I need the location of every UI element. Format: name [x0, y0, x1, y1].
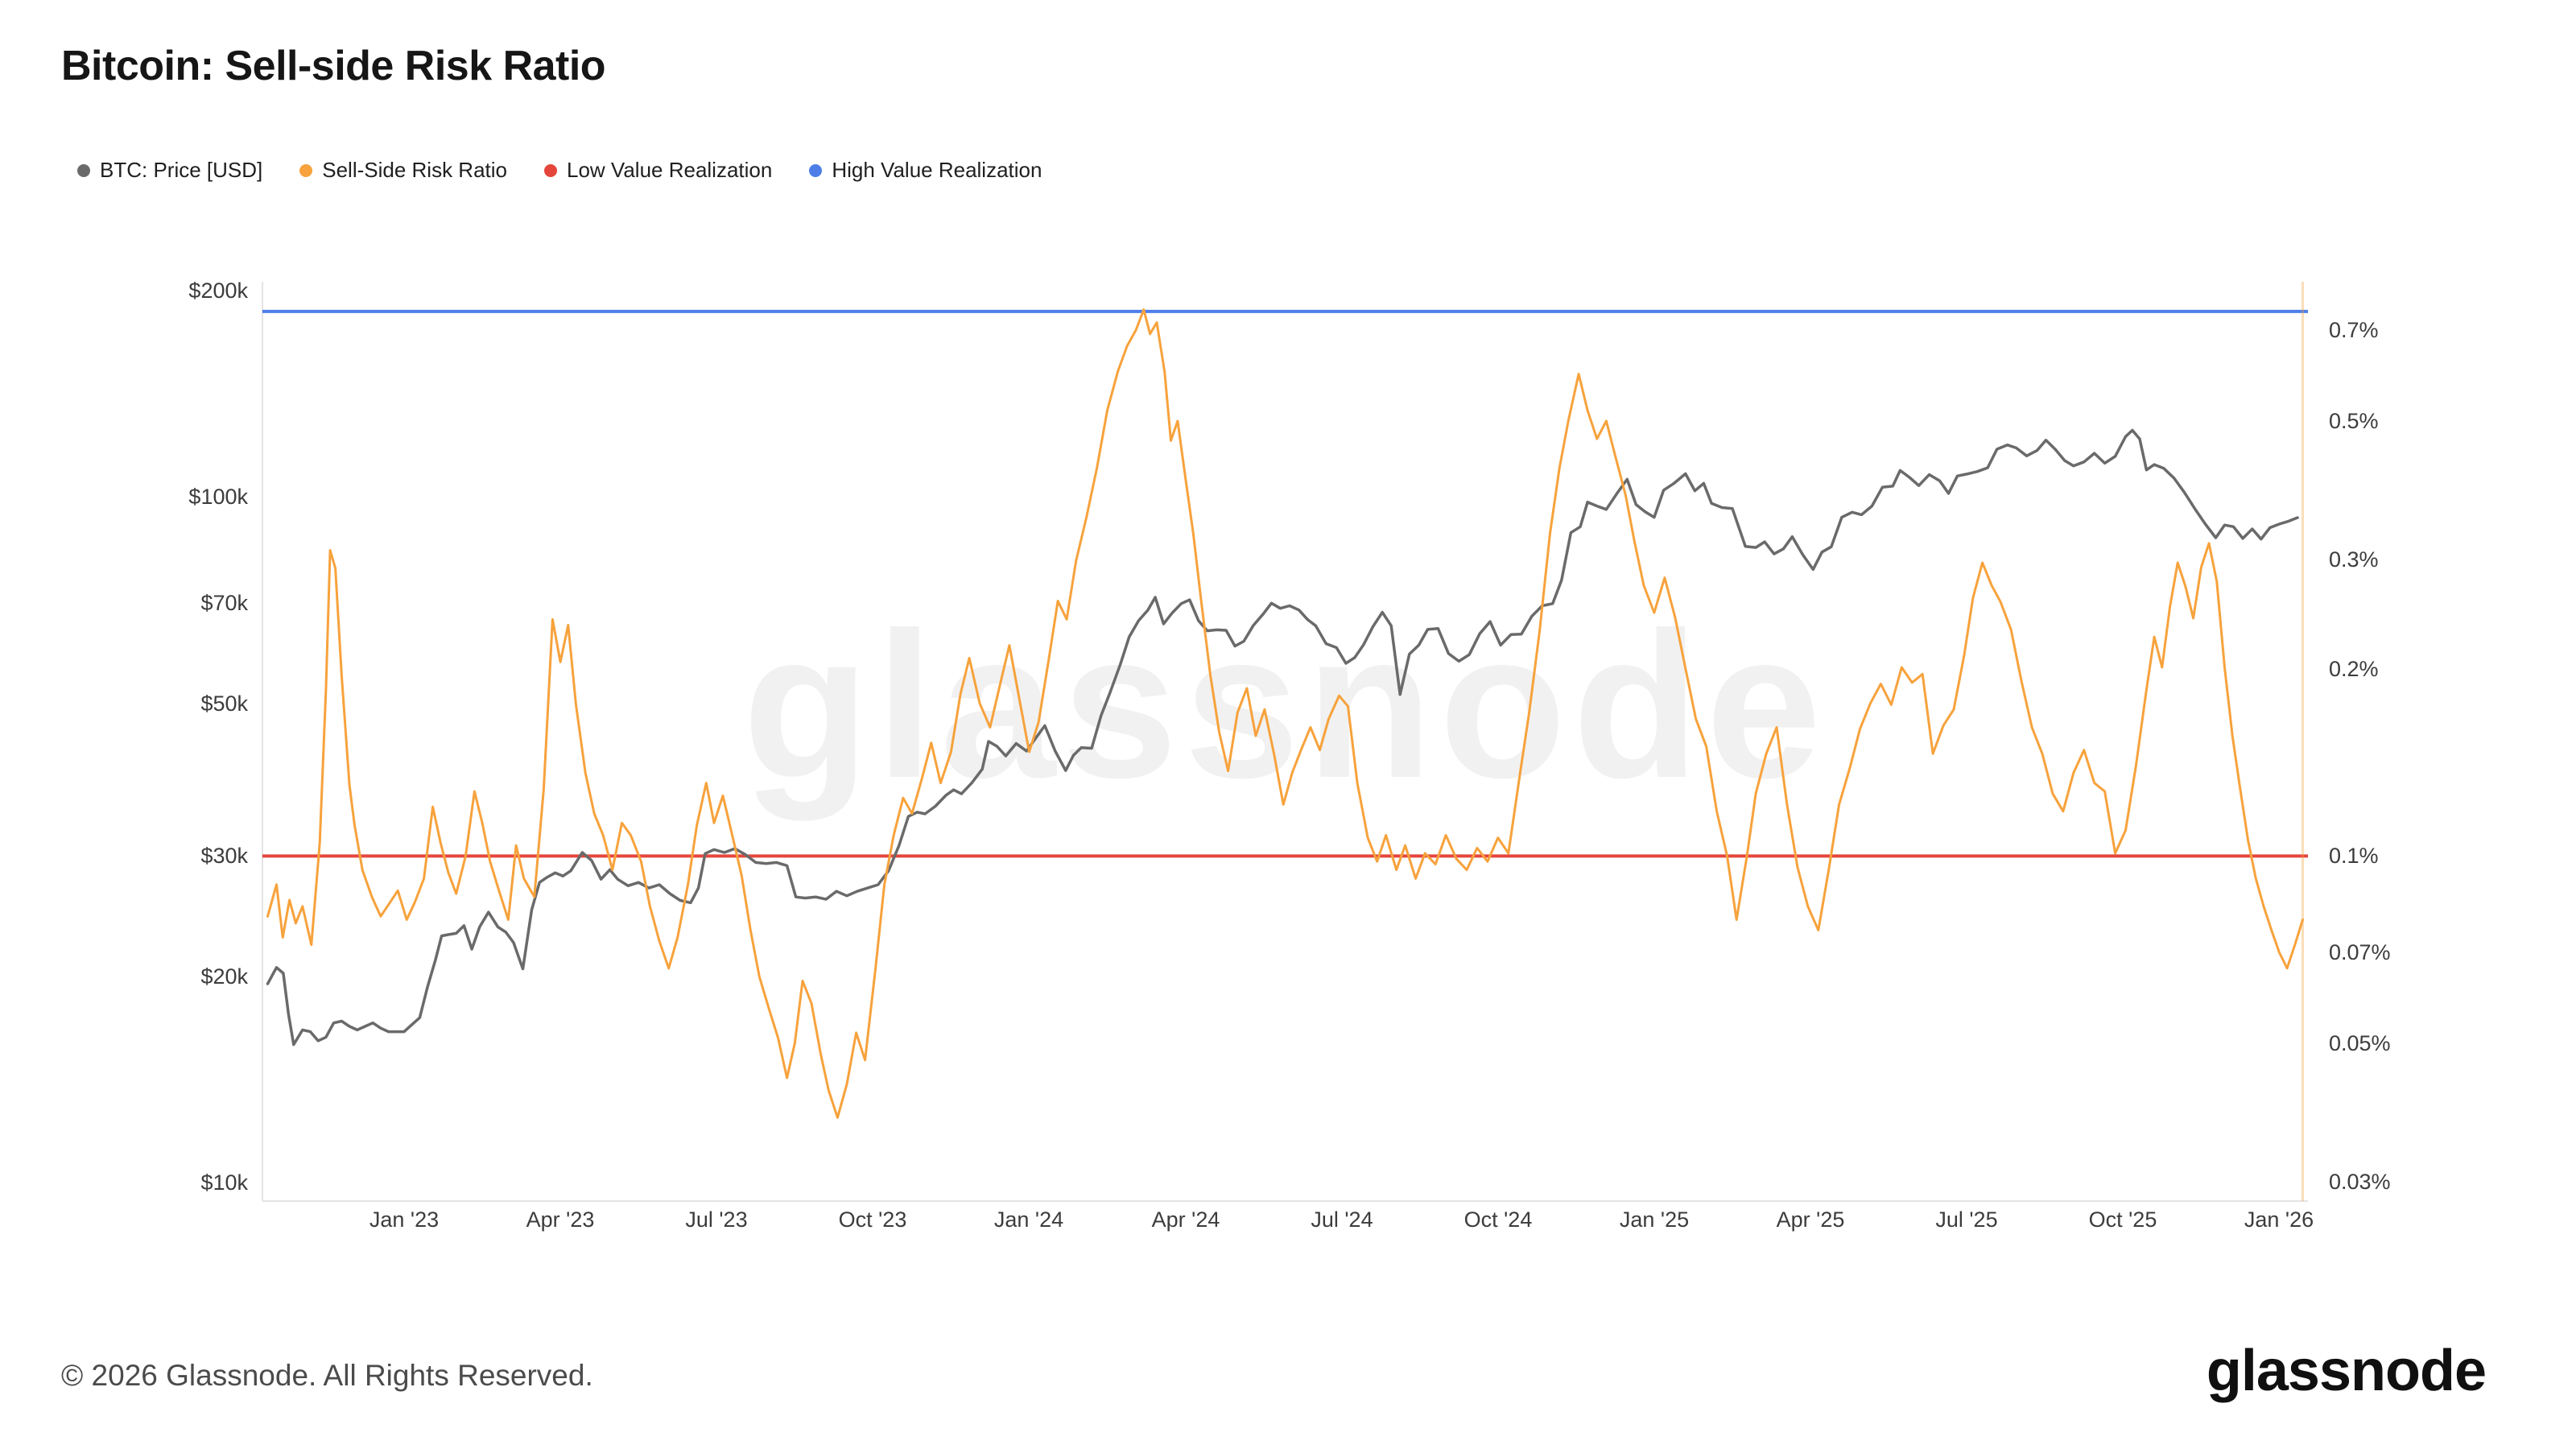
risk-ratio-dot-icon — [299, 163, 313, 177]
right-axis-tick: 0.2% — [2329, 657, 2379, 681]
legend-label: Low Value Realization — [567, 158, 773, 182]
low-value-dot-icon — [544, 163, 557, 177]
legend-item-low-value-realization[interactable]: Low Value Realization — [544, 158, 772, 183]
right-axis-tick: 0.5% — [2329, 409, 2379, 433]
x-axis-tick: Oct '24 — [1464, 1208, 1533, 1232]
btc-price-dot-icon — [77, 163, 90, 177]
left-axis-tick: $10k — [200, 1170, 248, 1195]
glassnode-logo: glassnode — [2206, 1339, 2487, 1403]
x-axis-tick: Jul '23 — [685, 1208, 747, 1232]
legend: BTC: Price [USD] Sell-Side Risk Ratio Lo… — [77, 158, 1042, 183]
page-title: Bitcoin: Sell-side Risk Ratio — [61, 43, 606, 89]
left-axis-tick: $200k — [188, 279, 248, 303]
legend-label: BTC: Price [USD] — [100, 158, 263, 182]
left-axis-tick: $20k — [200, 964, 248, 989]
legend-item-btc-price[interactable]: BTC: Price [USD] — [77, 158, 262, 183]
right-axis-tick: 0.07% — [2329, 940, 2391, 964]
right-axis-tick: 0.03% — [2329, 1170, 2391, 1194]
x-axis-tick: Jul '25 — [1935, 1208, 1997, 1232]
x-axis-tick: Jan '25 — [1620, 1208, 1689, 1232]
legend-label: High Value Realization — [832, 158, 1042, 182]
legend-label: Sell-Side Risk Ratio — [322, 158, 507, 182]
x-axis-tick: Apr '24 — [1152, 1208, 1220, 1232]
x-axis-tick: Jan '23 — [369, 1208, 439, 1232]
x-axis-tick: Jul '24 — [1311, 1208, 1373, 1232]
right-axis-tick: 0.7% — [2329, 318, 2379, 342]
legend-item-high-value-realization[interactable]: High Value Realization — [809, 158, 1042, 183]
right-axis-tick: 0.05% — [2329, 1031, 2391, 1055]
left-axis-tick: $100k — [188, 485, 248, 509]
left-axis-tick: $70k — [200, 591, 248, 615]
left-axis-tick: $30k — [200, 844, 248, 868]
btc-price-usd-line — [266, 428, 2299, 1046]
left-axis-tick: $50k — [200, 691, 248, 716]
x-axis-tick: Apr '23 — [526, 1208, 595, 1232]
x-axis-tick: Oct '23 — [839, 1208, 907, 1232]
glassnode-watermark: glassnode — [742, 588, 1827, 822]
x-axis-tick: Jan '24 — [994, 1208, 1063, 1232]
copyright-text: © 2026 Glassnode. All Rights Reserved. — [61, 1359, 593, 1392]
right-axis-tick: 0.1% — [2329, 844, 2379, 868]
right-axis-tick: 0.3% — [2329, 547, 2379, 572]
legend-item-sell-side-risk-ratio[interactable]: Sell-Side Risk Ratio — [299, 158, 507, 183]
x-axis-tick: Oct '25 — [2089, 1208, 2157, 1232]
high-value-dot-icon — [809, 163, 823, 177]
x-axis-tick: Jan '26 — [2244, 1208, 2314, 1232]
sell-side-risk-ratio-line — [266, 308, 2304, 1119]
x-axis-tick: Apr '25 — [1777, 1208, 1845, 1232]
